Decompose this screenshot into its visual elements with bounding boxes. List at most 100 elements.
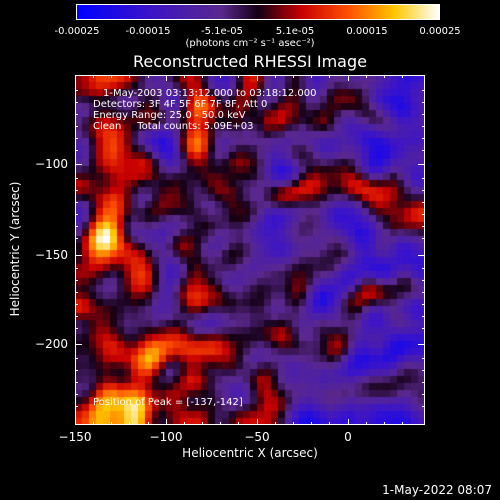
axis-tick [75,238,78,239]
axis-tick [166,75,167,81]
axis-tick [75,316,78,317]
axis-tick [75,90,78,91]
x-tick-label: −150 [58,430,92,444]
y-axis-label: Heliocentric Y (arcsec) [8,181,22,317]
axis-tick [422,382,425,383]
axis-tick [75,178,78,179]
axis-tick [418,164,425,165]
info-detectors: Detectors: 3F 4F 5F 6F 7F 8F, Att 0 [93,99,268,110]
axis-tick [184,75,185,78]
axis-tick [402,75,403,78]
axis-tick [422,126,425,127]
axis-tick [366,422,367,425]
axis-tick [75,344,82,345]
axis-tick [422,190,425,191]
axis-tick [422,304,425,305]
axis-tick [148,422,149,425]
x-tick-label: −50 [244,430,270,444]
y-tick-label: −150 [35,248,68,262]
axis-tick [422,394,425,395]
axis-tick [384,75,385,78]
axis-tick [422,90,425,91]
colorbar-tick-label: 0.00025 [419,26,461,37]
axis-tick [422,370,425,371]
axis-tick [75,370,78,371]
axis-tick [166,419,167,425]
axis-tick [75,382,78,383]
axis-tick [75,126,78,127]
axis-tick [111,422,112,425]
colorbar-tick-label: -0.00025 [54,26,100,37]
axis-tick [129,422,130,425]
axis-tick [402,422,403,425]
axis-tick [422,226,425,227]
axis-tick [184,422,185,425]
plot-title: Reconstructed RHESSI Image [133,52,367,71]
axis-tick [75,394,78,395]
axis-tick [202,422,203,425]
axis-tick [75,328,78,329]
axis-tick [75,292,78,293]
axis-tick [75,406,78,407]
axis-tick [220,75,221,78]
axis-tick [93,75,94,78]
plot-frame [75,75,425,425]
axis-tick [275,75,276,78]
axis-tick [75,75,76,81]
axis-tick [75,190,78,191]
axis-tick [422,280,425,281]
axis-tick [348,419,349,425]
axis-tick [75,255,82,256]
axis-tick [422,238,425,239]
axis-tick [75,358,78,359]
colorbar-tick-label: 5.1e-05 [275,26,315,37]
axis-tick [311,75,312,78]
x-tick-label: 0 [344,430,352,444]
axis-tick [129,75,130,78]
axis-tick [418,344,425,345]
axis-tick [75,304,78,305]
axis-tick [422,102,425,103]
axis-tick [329,75,330,78]
axis-tick [75,419,76,425]
y-tick-label: −100 [35,157,68,171]
axis-tick [418,255,425,256]
axis-tick [422,406,425,407]
axis-tick [111,75,112,78]
axis-tick [329,422,330,425]
timestamp: 1-May-2022 08:07 [382,483,492,497]
axis-tick [75,268,78,269]
axis-tick [220,422,221,425]
axis-tick [238,422,239,425]
axis-tick [422,292,425,293]
colorbar [76,4,440,20]
axis-tick [422,114,425,115]
axis-tick [93,422,94,425]
axis-tick [75,280,78,281]
axis-tick [75,150,78,151]
info-counts: Clean Total counts: 5.09E+03 [93,121,254,132]
axis-tick [75,214,78,215]
axis-tick [75,138,78,139]
axis-tick [422,202,425,203]
colorbar-units: (photons cm⁻² s⁻¹ asec⁻²) [185,38,315,49]
rhessi-image [75,75,425,425]
axis-tick [422,150,425,151]
axis-tick [238,75,239,78]
axis-tick [422,268,425,269]
axis-tick [75,226,78,227]
x-tick-label: −100 [149,430,183,444]
colorbar-tick-label: -5.1e-05 [201,26,243,37]
axis-tick [422,316,425,317]
axis-tick [75,102,78,103]
axis-tick [366,75,367,78]
y-tick-label: −200 [35,337,68,351]
axis-tick [257,419,258,425]
axis-tick [293,75,294,78]
axis-tick [384,422,385,425]
axis-tick [202,75,203,78]
axis-tick [293,422,294,425]
axis-tick [422,358,425,359]
axis-tick [422,328,425,329]
axis-tick [348,75,349,81]
